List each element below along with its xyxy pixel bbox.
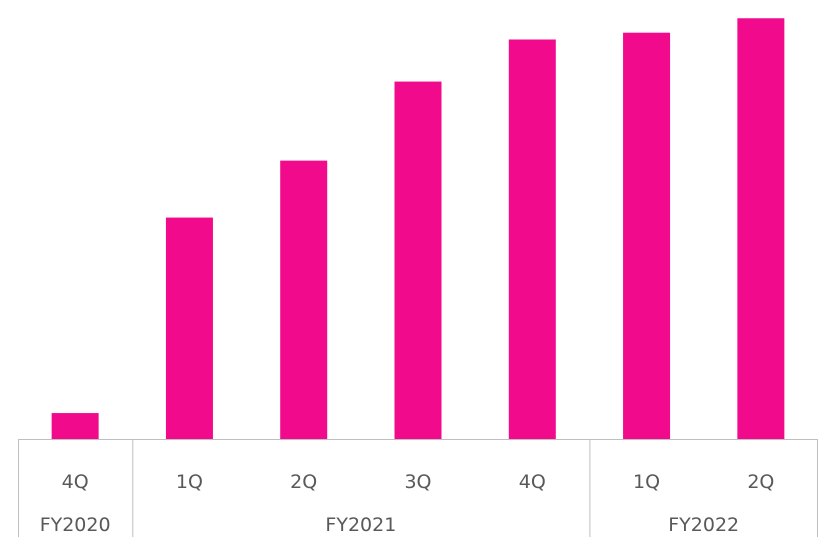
- category-label: 3Q: [404, 471, 431, 493]
- bar-5: [508, 39, 556, 439]
- category-label: 2Q: [290, 471, 317, 493]
- category-label: 1Q: [176, 471, 203, 493]
- group-label: FY2022: [668, 514, 739, 536]
- bar-3: [280, 160, 328, 440]
- category-label: 4Q: [62, 471, 89, 493]
- category-label: 1Q: [633, 471, 660, 493]
- bar-2: [165, 217, 213, 439]
- bar-4: [394, 81, 442, 439]
- group-label: FY2020: [40, 514, 111, 536]
- group-label: FY2021: [325, 514, 396, 536]
- category-label: 4Q: [519, 471, 546, 493]
- category-label: 2Q: [747, 471, 774, 493]
- bar-1: [51, 413, 99, 439]
- bar-6: [623, 32, 671, 439]
- bar-7: [737, 18, 785, 439]
